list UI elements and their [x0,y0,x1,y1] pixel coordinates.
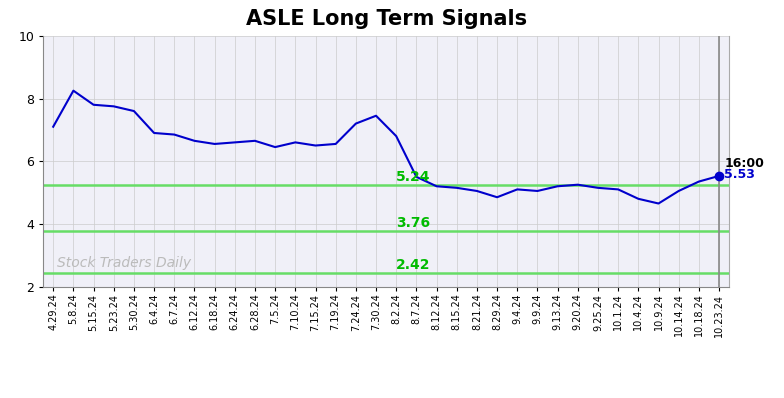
Text: 5.53: 5.53 [724,168,755,181]
Text: Stock Traders Daily: Stock Traders Daily [56,256,191,269]
Text: 2.42: 2.42 [396,258,430,272]
Text: 5.24: 5.24 [396,170,430,184]
Text: 16:00: 16:00 [724,157,764,170]
Title: ASLE Long Term Signals: ASLE Long Term Signals [245,9,527,29]
Text: 3.76: 3.76 [396,217,430,230]
